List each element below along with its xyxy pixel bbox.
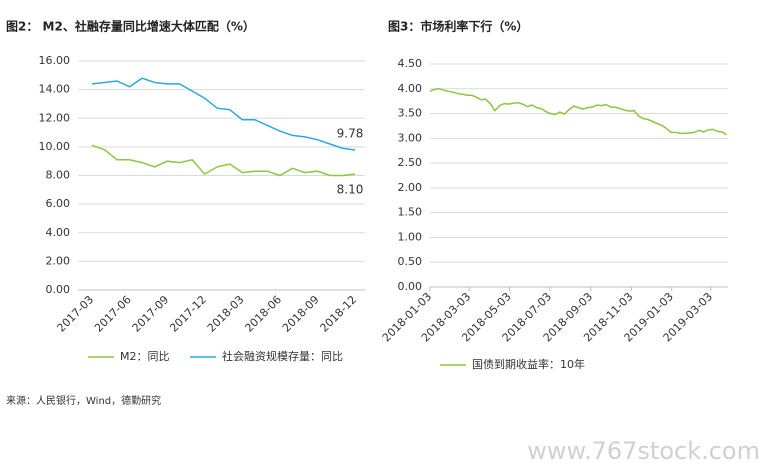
series-line — [91, 77, 356, 151]
legend-label: M2：同比 — [120, 350, 170, 363]
legend-label: 社会融资规模存量：同比 — [222, 349, 343, 363]
y-tick-label: 3.50 — [398, 107, 423, 120]
x-tick-label: 2018-06 — [242, 293, 284, 335]
y-tick-label: 0.50 — [398, 255, 423, 268]
x-tick-label: 2018-09 — [280, 293, 322, 335]
y-tick-label: 3.00 — [398, 131, 423, 144]
x-tick-label: 2018-03 — [205, 293, 247, 335]
data-label: 8.10 — [337, 183, 364, 197]
data-label: 9.78 — [337, 127, 364, 141]
watermark: www.767stock.com — [527, 437, 760, 465]
y-tick-label: 6.00 — [46, 197, 71, 210]
y-tick-label: 0.00 — [46, 283, 71, 296]
y-tick-label: 14.00 — [39, 83, 71, 96]
y-tick-label: 10.00 — [39, 140, 71, 153]
y-tick-label: 4.50 — [398, 57, 423, 70]
series-line — [429, 88, 728, 136]
x-tick-label: 2017-09 — [130, 293, 172, 335]
y-tick-label: 2.50 — [398, 156, 423, 169]
x-tick-label: 2017-12 — [167, 293, 209, 335]
legend-label: 国债到期收益率：10年 — [472, 357, 585, 371]
y-tick-label: 4.00 — [46, 226, 71, 239]
x-tick-label: 2018-12 — [318, 293, 360, 335]
chart-title: 图2： M2、社融存量同比增速大体匹配（%） — [6, 19, 255, 34]
y-tick-label: 0.00 — [398, 280, 423, 293]
y-tick-label: 12.00 — [39, 111, 71, 124]
x-tick-label: 2017-06 — [92, 293, 134, 335]
y-tick-label: 1.00 — [398, 230, 423, 243]
source-note: 来源：人民银行，Wind，德勤研究 — [6, 394, 161, 407]
y-tick-label: 2.00 — [398, 181, 423, 194]
x-tick-label: 2017-03 — [55, 293, 97, 335]
y-tick-label: 8.00 — [46, 169, 71, 182]
y-tick-label: 4.00 — [398, 82, 423, 95]
y-tick-label: 16.00 — [39, 54, 71, 67]
series-line — [91, 144, 356, 177]
y-tick-label: 2.00 — [46, 254, 71, 267]
y-tick-label: 1.50 — [398, 206, 423, 219]
chart-title: 图3：市场利率下行（%） — [388, 19, 528, 34]
